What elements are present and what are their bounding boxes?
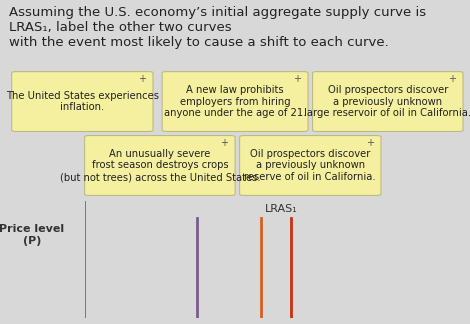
Text: +: +	[366, 138, 374, 148]
Text: The United States experiences
inflation.: The United States experiences inflation.	[6, 91, 159, 112]
Text: +: +	[293, 74, 301, 84]
Text: +: +	[138, 74, 146, 84]
FancyBboxPatch shape	[240, 135, 381, 195]
FancyBboxPatch shape	[313, 72, 463, 132]
Text: Oil prospectors discover
a previously unknown
reserve of oil in California.: Oil prospectors discover a previously un…	[244, 149, 376, 182]
Text: Price level
(P): Price level (P)	[0, 224, 64, 246]
Text: +: +	[448, 74, 456, 84]
Text: +: +	[220, 138, 228, 148]
Text: Oil prospectors discover
a previously unknown
large reservoir of oil in Californ: Oil prospectors discover a previously un…	[304, 85, 470, 118]
Text: LRAS₁: LRAS₁	[265, 204, 298, 214]
Text: Assuming the U.S. economy’s initial aggregate supply curve is LRAS₁, label the o: Assuming the U.S. economy’s initial aggr…	[9, 6, 427, 50]
FancyBboxPatch shape	[85, 135, 235, 195]
Text: An unusually severe
frost season destroys crops
(but not trees) across the Unite: An unusually severe frost season destroy…	[60, 149, 260, 182]
Text: A new law prohibits
employers from hiring
anyone under the age of 21.: A new law prohibits employers from hirin…	[164, 85, 306, 118]
FancyBboxPatch shape	[162, 72, 308, 132]
FancyBboxPatch shape	[12, 72, 153, 132]
